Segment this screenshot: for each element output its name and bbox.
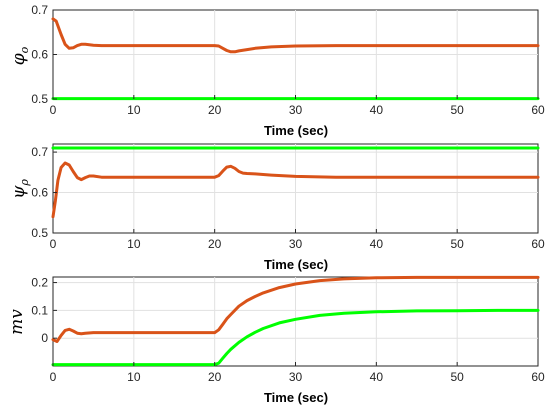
x-tick-label: 0: [50, 370, 57, 384]
x-tick-label: 50: [450, 237, 464, 251]
x-tick-label: 0: [50, 103, 57, 117]
y-tick-label: 0.6: [31, 48, 48, 62]
subplot-mv: 0 10 20 30 40 50 60 0 0.1 0.2 mv Time (sec): [7, 276, 545, 405]
y-axis-label: ψρ: [9, 179, 31, 199]
y-tick-label: 0.7: [31, 145, 48, 159]
x-tick-label: 40: [370, 103, 384, 117]
x-axis-label: Time (sec): [264, 390, 328, 405]
x-tick-label: 20: [208, 237, 222, 251]
series-line-orange: [51, 161, 540, 219]
subplot-phi-o: 0 10 20 30 40 50 60 0.5 0.6 0.7 φo Time (sec): [9, 3, 545, 138]
y-tick-label: 0.1: [31, 303, 48, 317]
y-tick-label: 0.5: [31, 92, 48, 106]
x-axis-label: Time (sec): [264, 257, 328, 272]
x-tick-label: 40: [370, 237, 384, 251]
y-tick-label: 0.7: [31, 3, 48, 17]
x-tick-label: 10: [127, 103, 141, 117]
x-tick-label: 10: [127, 370, 141, 384]
x-tick-label: 30: [289, 103, 303, 117]
x-tick-label: 60: [531, 237, 545, 251]
x-tick-label: 0: [50, 237, 57, 251]
x-tick-label: 60: [531, 103, 545, 117]
x-tick-label: 50: [450, 370, 464, 384]
series-line-orange: [51, 275, 540, 343]
y-tick-label: 0.2: [31, 276, 48, 290]
x-tick-label: 30: [289, 370, 303, 384]
x-tick-label: 20: [208, 103, 222, 117]
x-tick-label: 50: [450, 103, 464, 117]
series-line-green: [51, 308, 540, 367]
y-tick-label: 0.6: [31, 186, 48, 200]
x-tick-label: 20: [208, 370, 222, 384]
x-tick-label: 30: [289, 237, 303, 251]
x-tick-label: 60: [531, 370, 545, 384]
x-tick-label: 10: [127, 237, 141, 251]
series-line-orange: [51, 17, 540, 54]
y-axis-label: mv: [7, 309, 27, 335]
x-axis-label: Time (sec): [264, 123, 328, 138]
subplot-psi-rho: 0 10 20 30 40 50 60 0.5 0.6 0.7 ψρ Time (sec): [9, 143, 545, 272]
y-axis-label: φo: [9, 46, 31, 65]
x-tick-label: 40: [370, 370, 384, 384]
y-tick-label: 0: [41, 331, 48, 345]
y-tick-label: 0.5: [31, 226, 48, 240]
